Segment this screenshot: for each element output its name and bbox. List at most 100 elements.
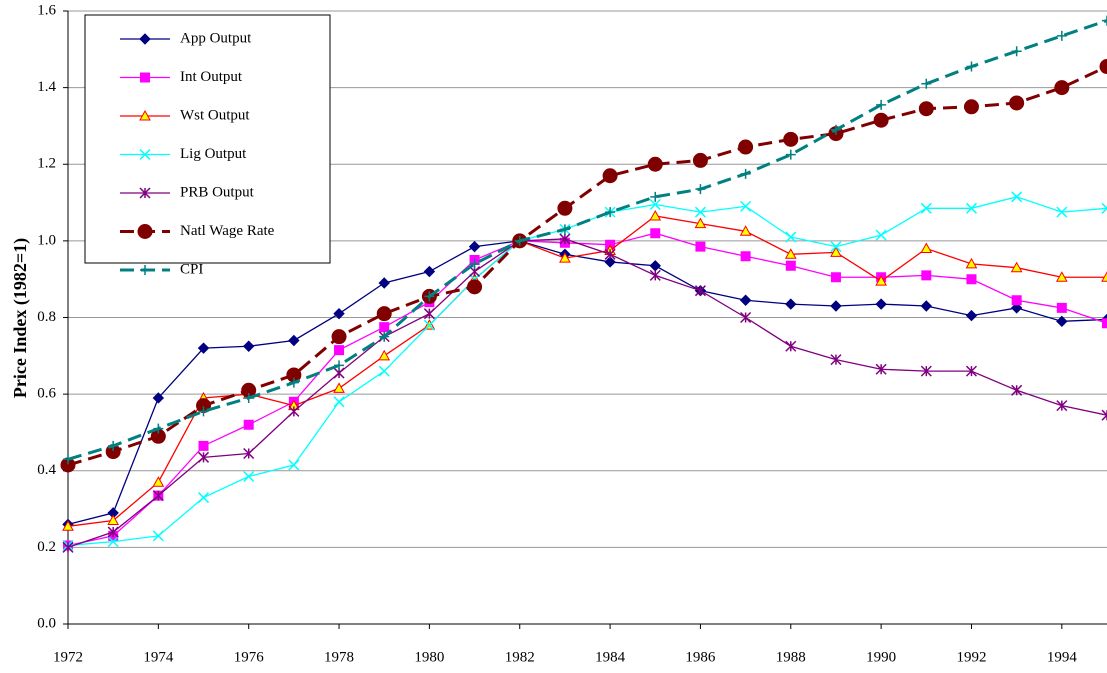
marker <box>738 139 754 155</box>
marker <box>604 256 616 268</box>
marker <box>1099 59 1107 75</box>
marker <box>333 396 345 408</box>
marker <box>378 277 390 289</box>
y-tick-label: 0.8 <box>37 309 56 325</box>
marker <box>288 405 300 417</box>
marker <box>875 229 887 241</box>
x-tick-label: 1978 <box>324 649 354 665</box>
marker <box>920 300 933 312</box>
marker <box>242 340 255 352</box>
marker <box>784 248 797 259</box>
marker <box>423 319 435 331</box>
marker <box>152 490 164 502</box>
legend-label: App Output <box>180 30 252 46</box>
marker <box>288 334 300 347</box>
series-line <box>67 238 1107 548</box>
x-tick-label: 1980 <box>414 649 444 665</box>
marker <box>379 331 390 342</box>
marker <box>1102 318 1107 329</box>
marker <box>649 209 662 221</box>
marker <box>424 291 435 302</box>
marker <box>1101 409 1107 421</box>
x-tick-label: 1990 <box>866 649 896 665</box>
series-line <box>67 240 1107 526</box>
marker <box>649 260 661 272</box>
marker <box>333 307 345 320</box>
marker <box>965 309 978 322</box>
y-tick-label: 0.4 <box>37 462 56 478</box>
marker <box>198 406 209 417</box>
marker <box>197 492 210 504</box>
marker <box>875 363 887 375</box>
marker <box>152 476 165 487</box>
x-tick-label: 1994 <box>1047 649 1078 665</box>
marker <box>559 224 570 235</box>
legend-marker <box>137 224 153 239</box>
legend-marker <box>140 265 150 275</box>
marker <box>423 265 436 278</box>
marker <box>920 202 932 214</box>
marker <box>876 99 887 110</box>
y-tick-label: 0.6 <box>37 386 56 402</box>
marker <box>288 377 299 388</box>
marker <box>783 131 799 147</box>
marker <box>695 241 706 252</box>
marker <box>423 308 435 320</box>
marker <box>467 279 483 295</box>
marker <box>650 228 661 239</box>
marker <box>468 240 481 253</box>
marker <box>1056 30 1067 41</box>
marker <box>243 447 255 460</box>
marker <box>1011 295 1022 306</box>
x-tick-label: 1982 <box>505 649 535 665</box>
marker <box>334 360 345 371</box>
marker <box>1009 95 1025 111</box>
marker <box>1056 315 1068 328</box>
x-tick-label: 1976 <box>234 649 265 665</box>
marker <box>830 246 842 257</box>
marker <box>785 260 796 271</box>
y-tick-label: 1.2 <box>37 156 56 172</box>
marker <box>376 306 392 322</box>
marker <box>739 225 752 236</box>
marker <box>1056 400 1068 412</box>
y-tick-label: 1.0 <box>37 232 56 248</box>
marker <box>243 419 254 430</box>
marker <box>153 423 164 434</box>
marker <box>378 349 391 361</box>
marker <box>647 156 663 172</box>
marker <box>830 354 842 366</box>
marker <box>1101 271 1107 282</box>
marker <box>514 235 525 246</box>
marker <box>1011 384 1023 396</box>
marker <box>288 459 300 471</box>
x-tick-label: 1988 <box>776 649 806 665</box>
legend-marker <box>139 109 151 121</box>
y-axis-label: Price Index (1982=1) <box>10 238 31 398</box>
y-tick-label: 0.0 <box>37 615 56 631</box>
marker <box>469 258 480 269</box>
marker <box>740 311 752 324</box>
marker <box>152 392 165 404</box>
marker <box>650 191 661 202</box>
marker <box>963 99 979 115</box>
legend-marker <box>139 148 151 161</box>
marker <box>108 440 119 451</box>
legend-box <box>84 14 331 264</box>
marker <box>740 168 751 179</box>
marker <box>197 342 210 354</box>
marker <box>1056 302 1067 313</box>
marker <box>331 329 347 345</box>
legend-marker <box>140 72 150 83</box>
marker <box>875 275 887 286</box>
marker <box>243 392 254 403</box>
marker <box>198 440 209 451</box>
series-line <box>67 232 1107 547</box>
marker <box>965 202 978 214</box>
legend-label: PRB Output <box>180 184 255 200</box>
x-tick-label: 1986 <box>685 649 716 665</box>
marker <box>875 298 887 310</box>
marker <box>107 526 119 538</box>
series-line <box>67 215 1107 527</box>
